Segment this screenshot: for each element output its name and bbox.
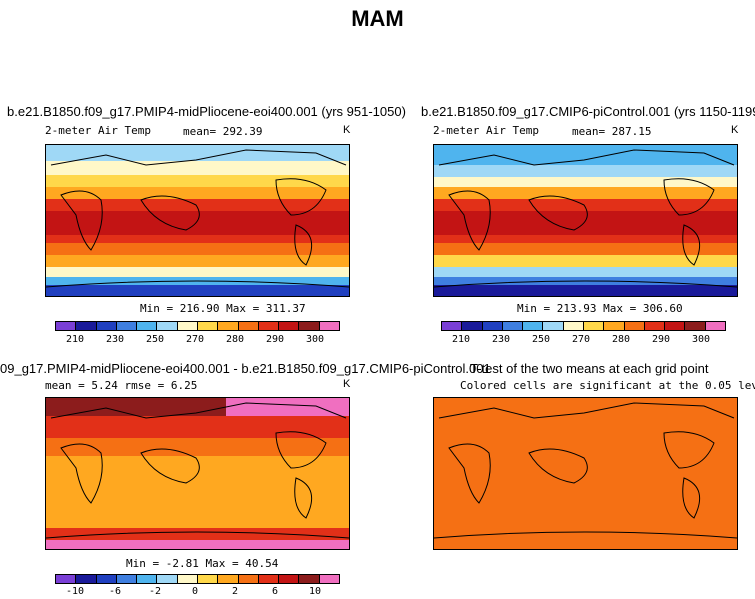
panel4-map bbox=[433, 397, 738, 550]
tick-label: 300 bbox=[691, 334, 711, 345]
tick-label: 270 bbox=[185, 334, 205, 345]
panel1-map bbox=[45, 144, 350, 297]
panel1-title: b.e21.B1850.f09_g17.PMIP4-midPliocene-eo… bbox=[7, 104, 406, 119]
tick-label: 210 bbox=[65, 334, 85, 345]
tick-label: 210 bbox=[451, 334, 471, 345]
tick-label: 290 bbox=[651, 334, 671, 345]
panel3-minmax: Min = -2.81 Max = 40.54 bbox=[126, 557, 279, 570]
tick-label: -6 bbox=[108, 586, 122, 597]
tick-label: 230 bbox=[105, 334, 125, 345]
tick-label: 250 bbox=[145, 334, 165, 345]
tick-label: 300 bbox=[305, 334, 325, 345]
panel3-stats: mean = 5.24 rmse = 6.25 bbox=[45, 379, 198, 392]
panel2-mean: mean= 287.15 bbox=[572, 125, 652, 138]
panel1-unit: K bbox=[343, 124, 351, 136]
tick-label: 280 bbox=[611, 334, 631, 345]
tick-label: 2 bbox=[231, 586, 239, 597]
tick-label: 280 bbox=[225, 334, 245, 345]
panel2-map bbox=[433, 144, 738, 297]
panel1-variable: 2-meter Air Temp bbox=[45, 124, 151, 137]
tick-label: 10 bbox=[308, 586, 322, 597]
tick-label: 6 bbox=[271, 586, 279, 597]
tick-label: 270 bbox=[571, 334, 591, 345]
panel2-unit: K bbox=[731, 124, 739, 136]
tick-label: 230 bbox=[491, 334, 511, 345]
panel3-unit: K bbox=[343, 378, 351, 390]
panel1-minmax: Min = 216.90 Max = 311.37 bbox=[140, 302, 306, 315]
panel3-colorbar-ticks: -10 -6 -2 0 2 6 10 bbox=[55, 586, 340, 597]
tick-label: -10 bbox=[65, 586, 85, 597]
tick-label: 0 bbox=[191, 586, 199, 597]
figure-title: MAM bbox=[351, 6, 404, 31]
tick-label: 290 bbox=[265, 334, 285, 345]
panel2-title: b.e21.B1850.f09_g17.CMIP6-piControl.001 … bbox=[421, 104, 755, 119]
panel1-colorbar bbox=[55, 321, 340, 331]
panel2-colorbar-ticks: 210 230 250 270 280 290 300 bbox=[441, 334, 726, 345]
panel2-colorbar bbox=[441, 321, 726, 331]
panel4-note: Colored cells are significant at the 0.0… bbox=[460, 379, 755, 392]
panel2-minmax: Min = 213.93 Max = 306.60 bbox=[517, 302, 683, 315]
tick-label: 250 bbox=[531, 334, 551, 345]
panel1-colorbar-ticks: 210 230 250 270 280 290 300 bbox=[55, 334, 340, 345]
panel1-mean: mean= 292.39 bbox=[183, 125, 263, 138]
panel3-title: 09_g17.PMIP4-midPliocene-eoi400.001 - b.… bbox=[0, 361, 491, 376]
panel3-map bbox=[45, 397, 350, 550]
panel4-title: T-test of the two means at each grid poi… bbox=[470, 361, 709, 376]
panel3-colorbar bbox=[55, 574, 340, 584]
panel2-variable: 2-meter Air Temp bbox=[433, 124, 539, 137]
tick-label: -2 bbox=[148, 586, 162, 597]
